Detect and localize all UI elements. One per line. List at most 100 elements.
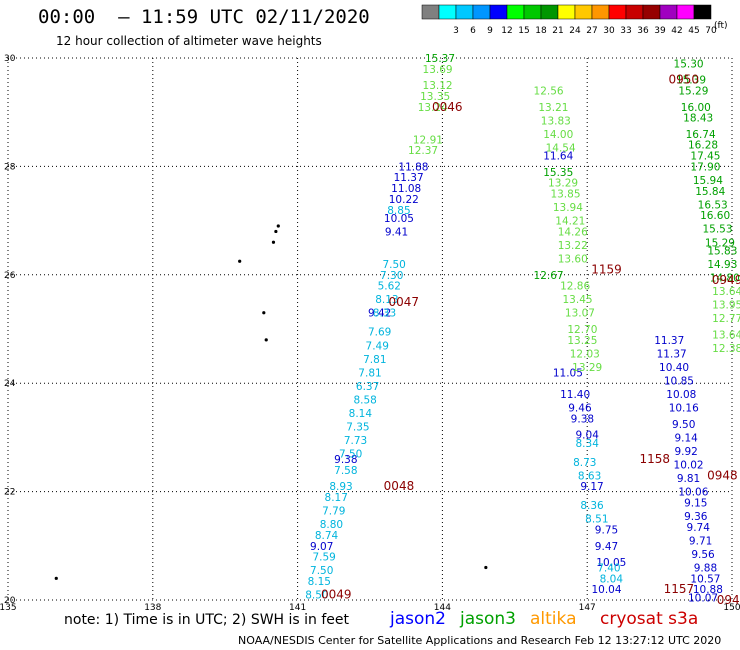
wave-height-label: 9.46: [568, 403, 592, 415]
wave-height-label: 9.14: [674, 432, 698, 444]
x-tick-label: 150: [723, 603, 740, 613]
island-dot: [484, 565, 488, 570]
wave-height-label: 10.88: [693, 584, 723, 596]
wave-height-label: 12.67: [534, 270, 564, 282]
legend-entry-altika: altika: [530, 609, 577, 629]
wave-height-label: 8.85: [387, 205, 410, 217]
chart-subtitle: 12 hour collection of altimeter wave hei…: [56, 34, 322, 48]
wave-height-label: 9.41: [385, 226, 408, 238]
wave-height-label: 8.63: [578, 470, 601, 482]
island-dot: [274, 229, 278, 234]
wave-height-label: 11.05: [553, 367, 583, 379]
pass-time-label: 0950: [668, 73, 699, 87]
credit-line: NOAA/NESDIS Center for Satellite Applica…: [238, 634, 722, 647]
wave-height-label: 9.47: [595, 541, 618, 553]
wave-height-label: 9.50: [672, 419, 695, 431]
wave-height-label: 16.60: [700, 210, 730, 222]
wave-height-label: 12.86: [560, 281, 590, 293]
x-tick-label: 135: [0, 603, 17, 613]
wave-height-label: 15.30: [674, 58, 704, 70]
wave-height-label: 13.29: [572, 362, 602, 374]
wave-height-label: 8.93: [329, 481, 352, 493]
wave-height-label: 5.62: [378, 281, 401, 293]
wave-height-label: 9.88: [694, 562, 717, 574]
wave-height-label: 13.25: [567, 335, 597, 347]
color-bin-label: 36: [637, 26, 649, 36]
pass-time-label: 0047: [389, 295, 420, 309]
wave-height-label: 10.22: [389, 194, 419, 206]
color-bin-label: 27: [586, 26, 597, 36]
color-bin-label: 12: [501, 26, 512, 36]
pass-time-label: 0046: [432, 100, 463, 114]
wave-height-label: 12.38: [712, 343, 740, 355]
wave-height-label: 9.04: [576, 430, 600, 442]
wave-height-label: 15.29: [705, 237, 735, 249]
wave-height-label: 15.29: [678, 86, 708, 98]
wave-height-label: 18.43: [683, 113, 713, 125]
wave-height-label: 15.84: [695, 186, 725, 198]
wave-height-label: 8.50: [305, 590, 328, 602]
color-bin-label: 15: [518, 26, 529, 36]
color-bin-label: 24: [569, 26, 581, 36]
color-bin-label: 33: [620, 26, 631, 36]
wave-height-label: 7.81: [363, 354, 386, 366]
pass-time-label: 1159: [591, 262, 622, 276]
wave-height-label: 7.69: [368, 327, 391, 339]
island-dot: [276, 224, 280, 228]
color-bin-label: 70: [705, 26, 717, 36]
wave-height-label: 9.07: [310, 541, 333, 553]
wave-height-label: 7.79: [322, 506, 345, 518]
wave-height-label: 9.42: [368, 308, 391, 320]
wave-height-label: 7.30: [380, 270, 403, 282]
wave-height-label: 14.93: [707, 259, 737, 271]
x-tick-label: 138: [144, 603, 161, 613]
wave-height-label: 7.59: [312, 552, 335, 564]
wave-height-label: 14.26: [558, 226, 588, 238]
wave-height-label: 9.92: [674, 446, 697, 458]
wave-height-label: 13.07: [565, 308, 595, 320]
wave-height-label: 7.40: [597, 562, 620, 574]
wave-height-label: 8.15: [308, 576, 331, 588]
wave-height-label: 9.75: [595, 525, 618, 537]
wave-height-label: 7.49: [366, 340, 389, 352]
wave-height-label: 9.71: [689, 535, 712, 547]
legend-entry-cryosat-s3a: cryosat s3a: [600, 609, 699, 629]
island-dot: [264, 338, 268, 342]
color-scale-unit: (ft): [714, 21, 728, 31]
wave-height-label: 14.54: [546, 142, 576, 154]
wave-height-label: 9.38: [334, 454, 357, 466]
wave-height-label: 13.64: [712, 286, 740, 298]
footnote: note: 1) Time is in UTC; 2) SWH is in fe…: [64, 612, 350, 628]
wave-height-label: 11.37: [394, 172, 424, 184]
color-bin-label: 39: [654, 26, 666, 36]
wave-height-label: 9.17: [580, 481, 603, 493]
wave-height-label: 7.58: [334, 465, 357, 477]
wave-height-label: 12.91: [413, 134, 443, 146]
wave-height-label: 10.02: [674, 460, 704, 472]
color-scale-bar: 3 6 9 12 15 18 21 24 27 30 33 36 39 42 45 70: [421, 4, 717, 36]
wave-height-label: 12.70: [567, 324, 597, 336]
wave-height-label: 8.74: [315, 530, 339, 542]
wave-height-label: 11.64: [543, 151, 573, 163]
wave-height-label: 14.21: [555, 216, 585, 228]
wave-height-label: 15.35: [543, 167, 573, 179]
wave-height-label: 15.37: [425, 53, 455, 65]
x-tick-label: 141: [289, 603, 306, 613]
color-bin-label: 45: [688, 26, 699, 36]
wave-height-label: 13.22: [558, 240, 588, 252]
wave-height-label: 13.35: [420, 91, 450, 103]
wave-height-label: 8.73: [573, 457, 596, 469]
wave-height-label: 9.38: [571, 413, 594, 425]
wave-height-label: 10.05: [596, 557, 626, 569]
pass-time-label: 0947: [717, 593, 740, 607]
wave-height-label: 10.05: [384, 213, 414, 225]
wave-height-label: 8.58: [353, 394, 376, 406]
wave-height-label: 13.69: [423, 64, 453, 76]
legend-entry-jason3: jason3: [460, 609, 516, 629]
y-tick-label: 24: [4, 379, 16, 389]
wave-height-label: 8.13: [375, 294, 398, 306]
wave-height-label: 8.17: [325, 492, 348, 504]
wave-height-label: 7.35: [346, 422, 369, 434]
island-dot: [54, 576, 58, 580]
wave-height-label: 13.45: [563, 294, 593, 306]
